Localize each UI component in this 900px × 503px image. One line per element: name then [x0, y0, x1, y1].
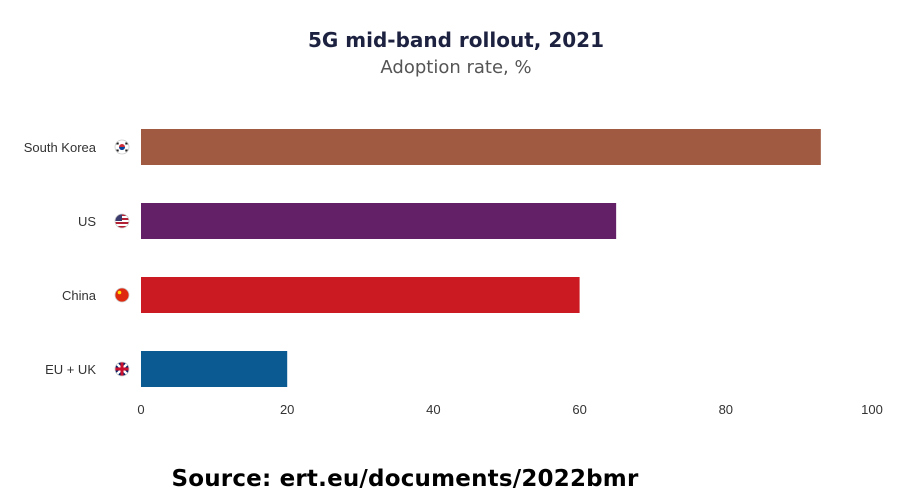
- bar-eu-uk: [141, 351, 288, 387]
- china-flag-icon: [114, 287, 130, 303]
- x-tick-label: 100: [861, 402, 883, 417]
- x-tick-label: 80: [719, 402, 733, 417]
- bar-south-korea: [141, 129, 821, 165]
- category-label: China: [62, 288, 97, 303]
- x-tick-label: 0: [137, 402, 144, 417]
- x-tick-label: 20: [280, 402, 294, 417]
- bar-us: [141, 203, 617, 239]
- x-tick-label: 40: [426, 402, 440, 417]
- category-label: EU + UK: [45, 362, 96, 377]
- bar-china: [141, 277, 580, 313]
- chart-subtitle: Adoption rate, %: [380, 57, 532, 78]
- category-label: South Korea: [24, 140, 97, 155]
- source-caption: Source: ert.eu/documents/2022bmr: [171, 466, 639, 492]
- category-label: US: [78, 214, 96, 229]
- chart-title: 5G mid-band rollout, 2021: [307, 28, 604, 52]
- eu-uk-flag-icon: [114, 361, 130, 377]
- us-flag-icon: [114, 213, 130, 229]
- x-tick-label: 60: [572, 402, 586, 417]
- south-korea-flag-icon: [114, 139, 130, 155]
